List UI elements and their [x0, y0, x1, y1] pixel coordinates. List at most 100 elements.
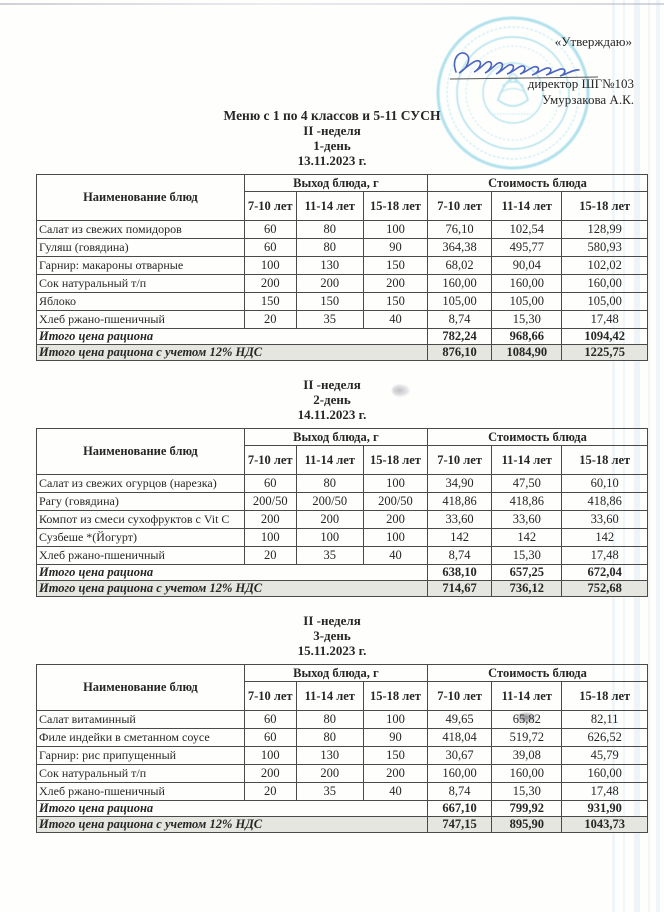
cost-value: 105,00 — [561, 292, 648, 311]
dish-name: Салат из свежих огурцов (нарезка) — [36, 474, 245, 493]
director-signature — [449, 52, 599, 80]
cost-value: 142 — [561, 528, 648, 547]
cost-value: 160,00 — [561, 764, 648, 783]
table-row: Гарнир: макароны отварные 100 130 150 68… — [36, 256, 648, 275]
output-value: 150 — [362, 256, 429, 275]
cost-value: 142 — [491, 528, 563, 547]
output-value: 80 — [295, 474, 364, 493]
column-header-age-11-14: 11-14 лет — [491, 191, 563, 221]
output-value: 100 — [362, 528, 429, 547]
dish-name: Хлеб ржано-пшеничный — [36, 310, 245, 329]
column-header-age-7-10: 7-10 лет — [243, 681, 297, 711]
column-header-age-11-14: 11-14 лет — [295, 445, 364, 475]
cost-value: 39,08 — [491, 746, 563, 765]
output-value: 130 — [295, 256, 364, 275]
output-value: 100 — [243, 528, 297, 547]
total-row: Итого цена рациона 667,10 799,92 931,90 — [35, 800, 648, 817]
cost-value: 160,00 — [491, 764, 563, 783]
table-row: Компот из смеси сухофруктов с Vit C 200 … — [36, 510, 648, 529]
output-value: 150 — [295, 292, 364, 311]
cost-value: 15,30 — [491, 782, 563, 801]
section1-day: 1-день — [313, 138, 351, 153]
total-label: Итого цена рациона — [35, 800, 429, 817]
cost-value: 418,86 — [491, 492, 563, 511]
cost-value: 102,02 — [561, 256, 648, 275]
output-value: 100 — [362, 710, 429, 729]
dish-name: Сок натуральный т/п — [36, 764, 245, 783]
dish-name: Компот из смеси сухофруктов с Vit C — [36, 510, 245, 529]
total-vat-value: 752,68 — [561, 580, 648, 597]
total-vat-value: 876,10 — [427, 344, 493, 361]
column-header-age-7-10: 7-10 лет — [427, 191, 493, 221]
output-value: 130 — [295, 746, 364, 765]
cost-value: 8,74 — [427, 782, 493, 801]
section1-date: 13.11.2023 г. — [297, 153, 367, 168]
total-value: 638,10 — [427, 564, 493, 581]
output-value: 150 — [362, 292, 429, 311]
column-header-age-15-18: 15-18 лет — [362, 681, 429, 711]
table-row: Сок натуральный т/п 200 200 200 160,00 1… — [36, 274, 648, 293]
cost-value: 8,74 — [427, 546, 493, 565]
table-row: Гуляш (говядина) 60 80 90 364,38 495,77 … — [36, 238, 648, 257]
section3-week: II -неделя — [303, 613, 361, 628]
table-row: Сок натуральный т/п 200 200 200 160,00 1… — [36, 764, 648, 783]
cost-value: 160,00 — [427, 274, 493, 293]
cost-value: 17,48 — [561, 546, 648, 565]
output-value: 90 — [362, 238, 429, 257]
total-vat-label: Итого цена рациона с учетом 12% НДС — [35, 580, 429, 597]
total-value: 782,24 — [427, 328, 493, 345]
menu-table-day1: Наименование блюд Выход блюда, г Стоимос… — [35, 174, 648, 361]
total-vat-value: 1084,90 — [491, 344, 563, 361]
cost-value: 8,74 — [427, 310, 493, 329]
total-vat-row: Итого цена рациона с учетом 12% НДС 747,… — [35, 816, 648, 833]
total-vat-value: 895,90 — [491, 816, 563, 833]
total-vat-label: Итого цена рациона с учетом 12% НДС — [35, 344, 429, 361]
column-header-output: Выход блюда, г — [243, 174, 429, 192]
table-row: Салат из свежих огурцов (нарезка) 60 80 … — [36, 474, 648, 493]
column-header-age-7-10: 7-10 лет — [243, 191, 297, 221]
column-header-name: Наименование блюд — [36, 428, 245, 475]
column-header-age-7-10: 7-10 лет — [427, 445, 493, 475]
dish-name: Гуляш (говядина) — [36, 238, 245, 257]
output-value: 200 — [243, 274, 297, 293]
output-value: 100 — [243, 256, 297, 275]
column-header-output: Выход блюда, г — [243, 428, 429, 446]
cost-value: 495,77 — [491, 238, 563, 257]
output-value: 200/50 — [243, 492, 297, 511]
output-value: 200 — [362, 764, 429, 783]
total-value: 672,04 — [561, 564, 648, 581]
cost-value: 17,48 — [561, 310, 648, 329]
output-value: 60 — [243, 728, 297, 747]
output-value: 100 — [243, 746, 297, 765]
cost-value: 76,10 — [427, 220, 493, 239]
director-title: директор ШГ№103 — [527, 76, 634, 91]
cost-value: 15,30 — [491, 546, 563, 565]
output-value: 90 — [362, 728, 429, 747]
dish-name: Гарнир: рис припущенный — [36, 746, 245, 765]
cost-value: 82,11 — [561, 710, 648, 729]
section2-date: 14.11.2023 г. — [297, 407, 367, 422]
scan-streak-artifact — [648, 0, 650, 912]
dish-name: Сок натуральный т/п — [36, 274, 245, 293]
output-value: 100 — [295, 528, 364, 547]
scan-streak-artifact — [656, 0, 660, 912]
cost-value: 30,67 — [427, 746, 493, 765]
cost-value: 33,60 — [561, 510, 648, 529]
column-header-age-15-18: 15-18 лет — [362, 191, 429, 221]
output-value: 20 — [243, 546, 297, 565]
cost-value: 65,82 — [491, 710, 563, 729]
section3-date: 15.11.2023 г. — [297, 643, 367, 658]
column-header-name: Наименование блюд — [36, 174, 245, 221]
total-vat-row: Итого цена рациона с учетом 12% НДС 876,… — [35, 344, 648, 361]
table-row: Хлеб ржано-пшеничный 20 35 40 8,74 15,30… — [36, 546, 648, 565]
dish-name: Рагу (говядина) — [36, 492, 245, 511]
section3-day: 3-день — [313, 628, 351, 643]
dish-name: Гарнир: макароны отварные — [36, 256, 245, 275]
table-row: Гарнир: рис припущенный 100 130 150 30,6… — [36, 746, 648, 765]
cost-value: 33,60 — [427, 510, 493, 529]
column-header-age-7-10: 7-10 лет — [427, 681, 493, 711]
table-row: Хлеб ржано-пшеничный 20 35 40 8,74 15,30… — [36, 310, 648, 329]
cost-value: 418,86 — [561, 492, 648, 511]
output-value: 40 — [362, 310, 429, 329]
